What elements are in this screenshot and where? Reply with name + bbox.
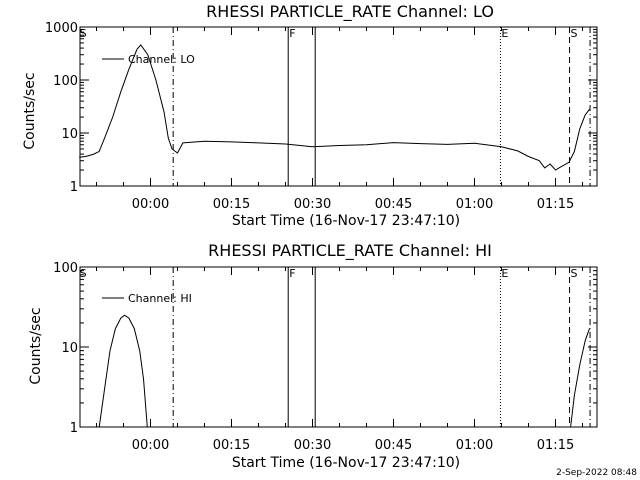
series-line-0 bbox=[98, 314, 148, 428]
plot-frame bbox=[79, 26, 598, 187]
event-marker-label: E bbox=[501, 267, 508, 280]
legend-entry: Channel: LO bbox=[128, 53, 195, 66]
series-lines bbox=[98, 314, 590, 428]
x-axis-label: Start Time (16-Nov-17 23:47:10) bbox=[232, 455, 460, 471]
chart-title: RHESSI PARTICLE_RATE Channel: HI bbox=[208, 241, 492, 261]
y-tick-label: 1 bbox=[70, 180, 78, 195]
event-marker-label: F bbox=[289, 267, 295, 280]
x-tick-label: 01:15 bbox=[537, 438, 574, 453]
tick-marks bbox=[80, 26, 597, 187]
x-tick-labels: 00:00 00:15 00:30 00:45 01:00 01:15 bbox=[132, 197, 574, 212]
tick-marks bbox=[80, 266, 597, 428]
x-tick-label: 00:30 bbox=[294, 438, 331, 453]
x-tick-label: 00:00 bbox=[132, 197, 169, 212]
legend: Channel: LO bbox=[102, 53, 195, 66]
x-tick-label: 00:15 bbox=[213, 197, 250, 212]
x-tick-label: 00:45 bbox=[375, 438, 412, 453]
x-tick-labels: 00:00 00:15 00:30 00:45 01:00 01:15 bbox=[132, 438, 574, 453]
x-axis-label: Start Time (16-Nov-17 23:47:10) bbox=[232, 213, 460, 229]
x-tick-label: 00:00 bbox=[132, 438, 169, 453]
timestamp: 2-Sep-2022 08:48 bbox=[556, 468, 637, 478]
event-marker-label: S bbox=[80, 267, 87, 280]
event-marker-label: S bbox=[80, 27, 87, 40]
x-tick-label: 01:15 bbox=[537, 197, 574, 212]
x-tick-label: 01:00 bbox=[456, 197, 493, 212]
y-tick-labels: 1 10 100 1000 bbox=[45, 21, 78, 195]
event-marker-label: S bbox=[571, 27, 578, 40]
y-tick-label: 1 bbox=[70, 421, 78, 436]
x-tick-label: 00:30 bbox=[294, 197, 331, 212]
chart-panel-lo: RHESSI PARTICLE_RATE Channel: LO Counts/… bbox=[22, 2, 598, 229]
legend: Channel: HI bbox=[102, 292, 192, 305]
y-axis-label: Counts/sec bbox=[22, 72, 38, 149]
event-marker-label: E bbox=[501, 27, 508, 40]
event-marker-label: F bbox=[289, 27, 295, 40]
series-line-0 bbox=[79, 44, 590, 171]
chart-panel-hi: RHESSI PARTICLE_RATE Channel: HI Counts/… bbox=[28, 241, 598, 471]
y-tick-label: 10 bbox=[61, 127, 78, 142]
y-tick-label: 100 bbox=[53, 74, 78, 89]
y-tick-label: 10 bbox=[61, 341, 78, 356]
legend-entry: Channel: HI bbox=[128, 292, 192, 305]
event-marker-label: S bbox=[571, 267, 578, 280]
y-tick-labels: 1 10 100 bbox=[53, 261, 78, 436]
y-axis-label: Counts/sec bbox=[28, 307, 44, 384]
x-tick-label: 00:45 bbox=[375, 197, 412, 212]
plot-frame bbox=[79, 266, 598, 428]
x-tick-label: 00:15 bbox=[213, 438, 250, 453]
series-lines bbox=[79, 44, 590, 171]
x-tick-label: 01:00 bbox=[456, 438, 493, 453]
series-line-1 bbox=[570, 328, 590, 428]
y-tick-label: 1000 bbox=[45, 21, 78, 36]
y-tick-label: 100 bbox=[53, 261, 78, 276]
chart-title: RHESSI PARTICLE_RATE Channel: LO bbox=[206, 2, 494, 22]
